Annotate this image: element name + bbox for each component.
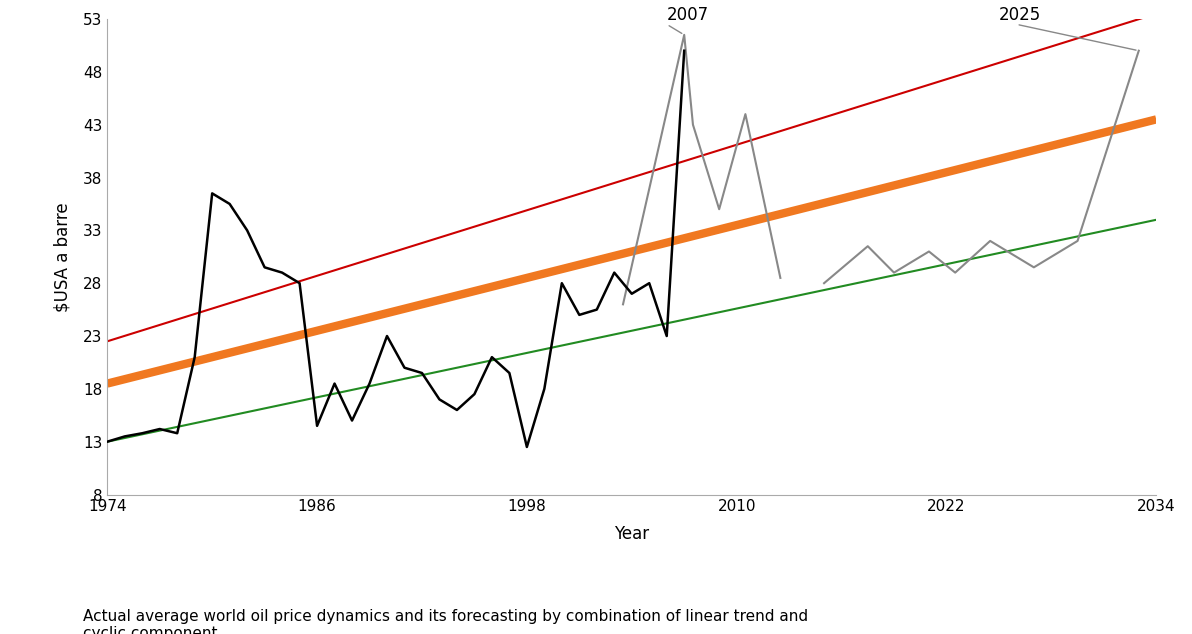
Text: 2025: 2025 bbox=[999, 6, 1041, 24]
X-axis label: Year: Year bbox=[614, 526, 650, 543]
Y-axis label: $USA a barre: $USA a barre bbox=[54, 202, 72, 311]
Text: 2007: 2007 bbox=[666, 6, 709, 24]
Text: Actual average world oil price dynamics and its forecasting by combination of li: Actual average world oil price dynamics … bbox=[83, 609, 808, 634]
